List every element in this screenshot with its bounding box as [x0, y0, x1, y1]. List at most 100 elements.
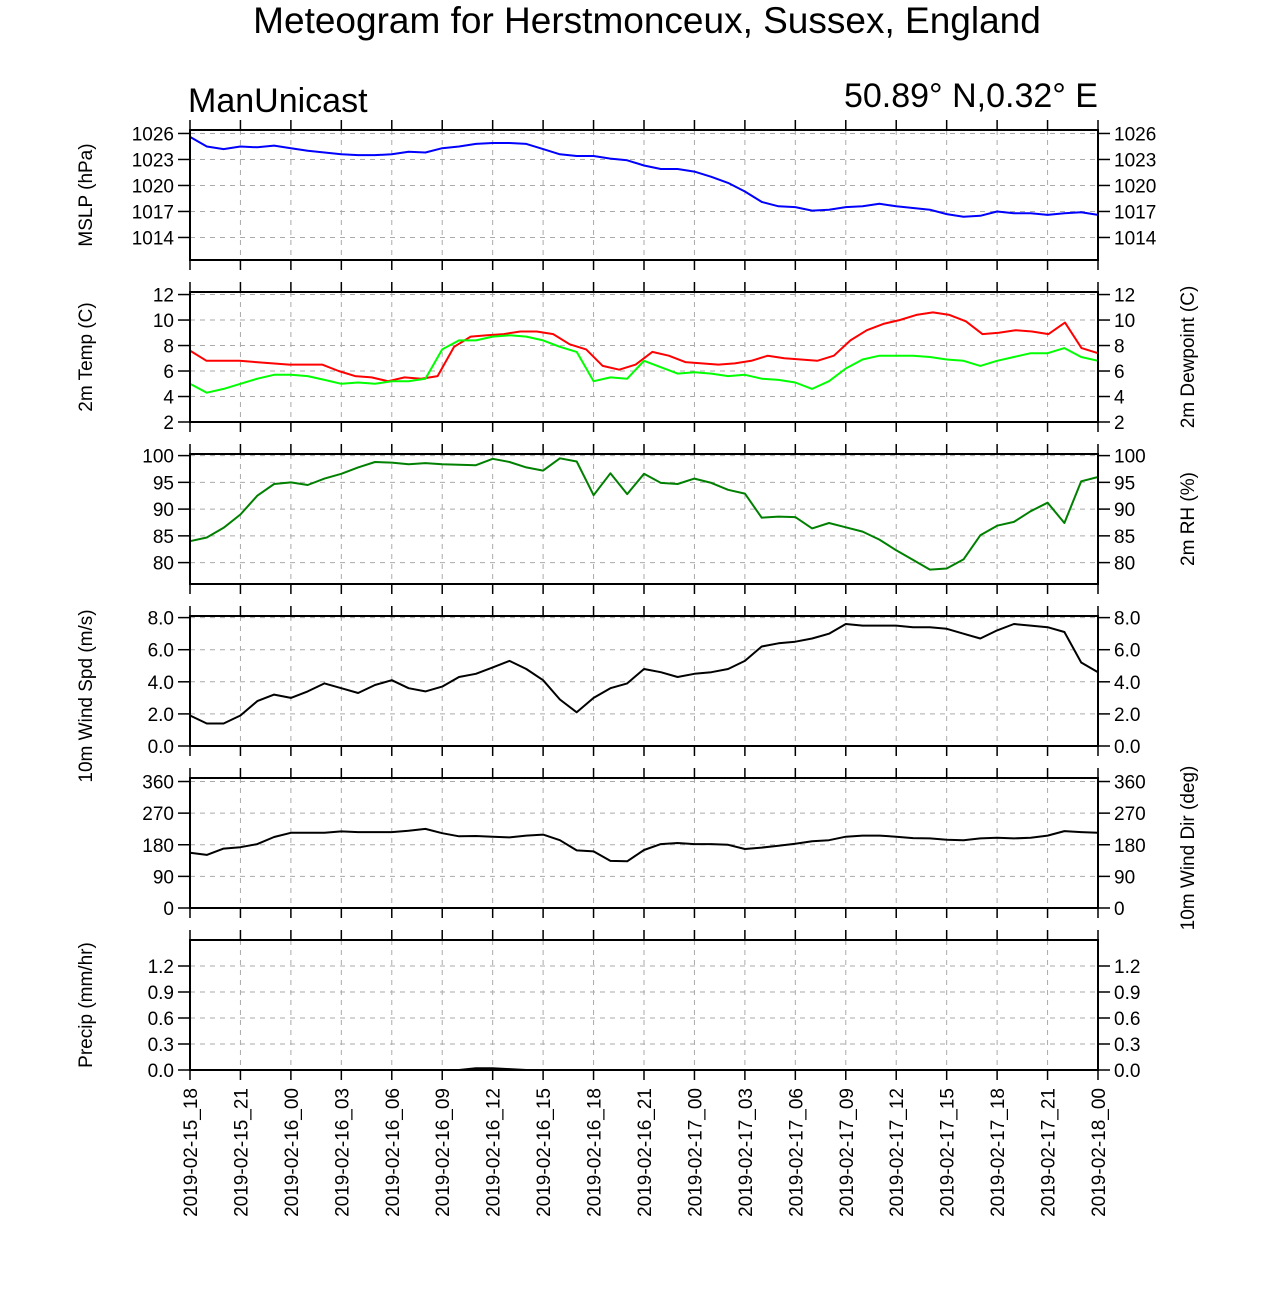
y-tick-label-right: 360	[1114, 773, 1146, 794]
y-tick-label-left: 360	[142, 773, 174, 794]
y-tick-label-left: 10	[153, 311, 174, 332]
x-tick-label: 2019-02-16_03	[332, 1088, 353, 1217]
chart-subtitle-left: ManUnicast	[188, 82, 368, 120]
chart-title: Meteogram for Herstmonceux, Sussex, Engl…	[253, 0, 1041, 41]
series-line-1	[189, 311, 1099, 383]
panel-5: 0 0 90 90 180 180 270 270 360 360 10m Wind Dir (de…	[142, 766, 1199, 931]
y-tick-label-left: 0.9	[148, 983, 174, 1004]
y-tick-label-left: 0	[163, 899, 174, 920]
y-tick-label-right: 0	[1114, 899, 1125, 920]
y-tick-label-left: 2	[163, 413, 174, 434]
panel-4: 0.0 0.0 2.0 2.0 4.0 4.0 6.0 6.0 8.0 8.0 10m Wind S…	[76, 606, 1140, 783]
y-axis-label-left: 2m Temp (C)	[76, 302, 97, 411]
y-tick-label-left: 0.0	[148, 737, 174, 758]
panel-3: 80 80 85 85 90 90 95 95 100 100 2m RH (%)	[142, 444, 1199, 594]
series-line-1	[189, 136, 1099, 218]
y-tick-label-left: 90	[153, 500, 174, 521]
y-tick-label-right: 8	[1114, 337, 1125, 358]
y-axis-label-right: 10m Wind Dir (deg)	[1178, 766, 1199, 931]
x-tick-label: 2019-02-17_03	[736, 1088, 757, 1217]
y-tick-label-left: 1017	[132, 202, 174, 223]
y-tick-label-left: 8.0	[148, 609, 174, 630]
x-tick-label: 2019-02-16_12	[484, 1088, 505, 1217]
y-tick-label-right: 8.0	[1114, 609, 1140, 630]
y-tick-label-right: 90	[1114, 500, 1135, 521]
y-axis-label-left: 10m Wind Spd (m/s)	[76, 609, 97, 782]
x-tick-label: 2019-02-16_15	[534, 1088, 555, 1217]
x-tick-label: 2019-02-18_00	[1089, 1088, 1110, 1217]
x-tick-label: 2019-02-17_12	[887, 1088, 908, 1217]
y-tick-label-left: 4	[163, 388, 174, 409]
y-tick-label-right: 12	[1114, 286, 1135, 307]
panel-1: 1014 1014 1017 1017 1020 1020 1023 1023 1026 1026…	[76, 120, 1157, 270]
y-tick-label-left: 90	[153, 867, 174, 888]
chart-subtitle-right: 50.89° N,0.32° E	[844, 77, 1098, 115]
x-tick-label: 2019-02-16_09	[433, 1088, 454, 1217]
y-tick-label-right: 1017	[1114, 202, 1156, 223]
x-tick-label: 2019-02-17_00	[685, 1088, 706, 1217]
y-tick-label-right: 95	[1114, 473, 1135, 494]
x-axis-labels: 2019-02-15_18 2019-02-15_21 2019-02-16_00 2…	[181, 1088, 1110, 1217]
y-tick-label-left: 1.2	[148, 957, 174, 978]
y-tick-label-right: 6.0	[1114, 641, 1140, 662]
y-tick-label-right: 1023	[1114, 150, 1156, 171]
y-tick-label-right: 90	[1114, 867, 1135, 888]
y-tick-label-left: 85	[153, 527, 174, 548]
x-tick-label: 2019-02-15_21	[231, 1088, 252, 1217]
y-tick-label-left: 180	[142, 836, 174, 857]
y-tick-label-left: 6	[163, 362, 174, 383]
panel-6: 0.0 0.0 0.3 0.3 0.6 0.6 0.9 0.9 1.2 1.2 Precip (mm…	[76, 930, 1140, 1082]
y-tick-label-left: 2.0	[148, 705, 174, 726]
y-tick-label-left: 270	[142, 804, 174, 825]
x-tick-label: 2019-02-16_21	[635, 1088, 656, 1217]
y-tick-label-right: 4.0	[1114, 673, 1140, 694]
x-tick-label: 2019-02-16_00	[282, 1088, 303, 1217]
y-tick-label-left: 6.0	[148, 641, 174, 662]
y-tick-label-right: 0.9	[1114, 983, 1140, 1004]
y-tick-label-right: 2.0	[1114, 705, 1140, 726]
y-tick-label-left: 1020	[132, 176, 174, 197]
y-tick-label-right: 10	[1114, 311, 1135, 332]
x-tick-label: 2019-02-17_09	[837, 1088, 858, 1217]
y-tick-label-right: 0.0	[1114, 737, 1140, 758]
y-tick-label-right: 0.3	[1114, 1035, 1140, 1056]
y-tick-label-left: 80	[153, 554, 174, 575]
y-tick-label-right: 4	[1114, 388, 1125, 409]
y-axis-label-left: MSLP (hPa)	[76, 143, 97, 246]
y-tick-label-right: 180	[1114, 836, 1146, 857]
y-tick-label-right: 1014	[1114, 228, 1157, 249]
x-tick-label: 2019-02-16_18	[585, 1088, 606, 1217]
y-tick-label-left: 0.3	[148, 1035, 174, 1056]
x-tick-label: 2019-02-17_21	[1039, 1088, 1060, 1217]
y-tick-label-right: 1.2	[1114, 957, 1140, 978]
y-tick-label-left: 4.0	[148, 673, 174, 694]
series-line-1	[189, 827, 1099, 863]
y-tick-label-left: 1026	[132, 124, 174, 145]
y-tick-label-left: 100	[142, 447, 174, 468]
y-tick-label-right: 100	[1114, 447, 1146, 468]
x-tick-label: 2019-02-17_15	[938, 1088, 959, 1217]
y-tick-label-right: 6	[1114, 362, 1125, 383]
y-tick-label-left: 1014	[132, 228, 175, 249]
y-tick-label-left: 12	[153, 286, 174, 307]
panel-2: 2 2 4 4 6 6 8 8 10 10 12 12 2m Temp (C) 2m Dewpoint (…	[76, 282, 1199, 434]
y-tick-label-left: 95	[153, 473, 174, 494]
y-tick-label-left: 8	[163, 337, 174, 358]
y-tick-label-right: 2	[1114, 413, 1125, 434]
y-tick-label-right: 80	[1114, 554, 1135, 575]
series-line-1	[189, 457, 1099, 571]
x-tick-label: 2019-02-15_18	[181, 1088, 202, 1217]
series-line-2	[189, 334, 1099, 394]
y-tick-label-right: 85	[1114, 527, 1135, 548]
y-tick-label-right: 270	[1114, 804, 1146, 825]
y-tick-label-left: 1023	[132, 150, 174, 171]
y-tick-label-right: 0.0	[1114, 1061, 1140, 1082]
y-tick-label-left: 0.6	[148, 1009, 174, 1030]
series-line-1	[189, 623, 1099, 725]
y-tick-label-right: 0.6	[1114, 1009, 1140, 1030]
y-axis-label-right: 2m Dewpoint (C)	[1178, 286, 1199, 429]
y-tick-label-right: 1020	[1114, 176, 1156, 197]
y-tick-label-left: 0.0	[148, 1061, 174, 1082]
